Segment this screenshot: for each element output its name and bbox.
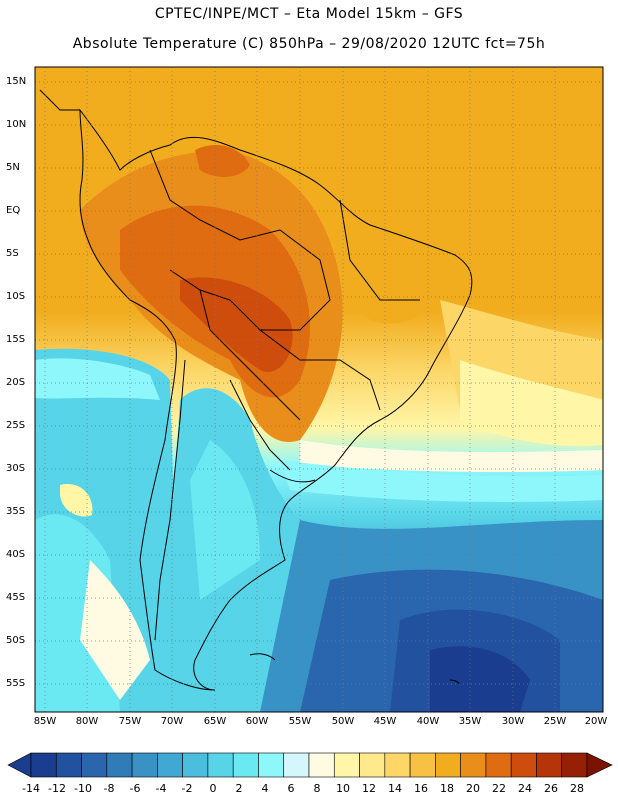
lat-label: 50S — [6, 635, 26, 646]
lon-label: 75W — [118, 716, 142, 727]
lon-label: 45W — [373, 716, 397, 727]
colorbar-swatch — [30, 752, 57, 778]
lon-label: 20W — [584, 716, 608, 727]
colorbar-arrow-high — [586, 752, 613, 778]
lon-label: 70W — [160, 716, 184, 727]
colorbar-swatch — [409, 752, 436, 778]
colorbar-swatch — [232, 752, 259, 778]
lat-label: 5N — [6, 162, 20, 173]
colorbar-swatch — [157, 752, 183, 778]
colorbar-swatch — [131, 752, 158, 778]
coastlines — [39, 89, 473, 691]
colorbar-label: 8 — [313, 782, 321, 795]
colorbar-swatch — [283, 752, 310, 778]
colorbar-label: 26 — [544, 782, 558, 795]
lat-label: 45S — [6, 592, 26, 603]
lon-label: 80W — [75, 716, 99, 727]
colorbar-label: 10 — [336, 782, 350, 795]
colorbar-swatch — [536, 752, 563, 778]
colorbar-label: 0 — [209, 782, 217, 795]
colorbar-label: 6 — [287, 782, 295, 795]
colorbar-label: 14 — [388, 782, 402, 795]
lat-label: 25S — [6, 420, 26, 431]
lat-label: 30S — [6, 463, 26, 474]
colorbar-label: 18 — [440, 782, 454, 795]
colorbar — [7, 752, 613, 778]
lon-label: 85W — [33, 716, 57, 727]
lat-label: 10N — [6, 119, 27, 130]
colorbar-label: -2 — [181, 782, 193, 795]
colorbar-swatch — [460, 752, 487, 778]
plot-frame — [34, 66, 604, 713]
title-line-2: Absolute Temperature (C) 850hPa – 29/08/… — [72, 36, 546, 52]
colorbar-label: 16 — [414, 782, 428, 795]
lon-label: 65W — [203, 716, 227, 727]
colorbar-arrow-low — [7, 752, 32, 778]
colorbar-swatch — [207, 752, 234, 778]
colorbar-label: -8 — [103, 782, 115, 795]
colorbar-label: 20 — [466, 782, 480, 795]
colorbar-label: 12 — [362, 782, 376, 795]
lat-label: 55S — [6, 678, 26, 689]
colorbar-label: -14 — [22, 782, 40, 795]
lat-label: 20S — [6, 377, 26, 388]
lat-label: EQ — [6, 205, 21, 216]
colorbar-label: 28 — [570, 782, 584, 795]
colorbar-swatch — [561, 752, 588, 778]
colorbar-label: -10 — [74, 782, 92, 795]
colorbar-label: 22 — [492, 782, 506, 795]
lon-label: 60W — [245, 716, 269, 727]
lat-label: 35S — [6, 506, 26, 517]
lon-label: 55W — [288, 716, 312, 727]
colorbar-swatch — [510, 752, 537, 778]
colorbar-swatch — [55, 752, 82, 778]
colorbar-label: -12 — [48, 782, 66, 795]
colorbar-swatch — [308, 752, 335, 778]
colorbar-swatch — [182, 752, 209, 778]
colorbar-label: 4 — [261, 782, 269, 795]
colorbar-swatch — [384, 752, 411, 778]
temperature-field — [35, 67, 603, 712]
lon-label: 35W — [458, 716, 482, 727]
lat-label: 15S — [6, 334, 26, 345]
lat-label: 15N — [6, 76, 27, 87]
lon-label: 30W — [501, 716, 525, 727]
colorbar-swatch — [333, 752, 360, 778]
colorbar-label: 2 — [235, 782, 243, 795]
lat-label: 5S — [6, 248, 19, 259]
colorbar-swatch — [485, 752, 512, 778]
graticule — [35, 67, 603, 712]
colorbar-swatch — [106, 752, 133, 778]
colorbar-swatch — [258, 752, 285, 778]
colorbar-label: -4 — [155, 782, 167, 795]
colorbar-swatch — [359, 752, 386, 778]
colorbar-label: -6 — [129, 782, 141, 795]
lon-label: 40W — [416, 716, 440, 727]
colorbar-swatch — [435, 752, 461, 778]
lon-label: 50W — [331, 716, 355, 727]
title-line-1: CPTEC/INPE/MCT – Eta Model 15km – GFS — [154, 6, 464, 22]
lat-label: 40S — [6, 549, 26, 560]
colorbar-label: 24 — [518, 782, 532, 795]
lat-label: 10S — [6, 291, 26, 302]
lon-label: 25W — [543, 716, 567, 727]
colorbar-swatch — [81, 752, 108, 778]
